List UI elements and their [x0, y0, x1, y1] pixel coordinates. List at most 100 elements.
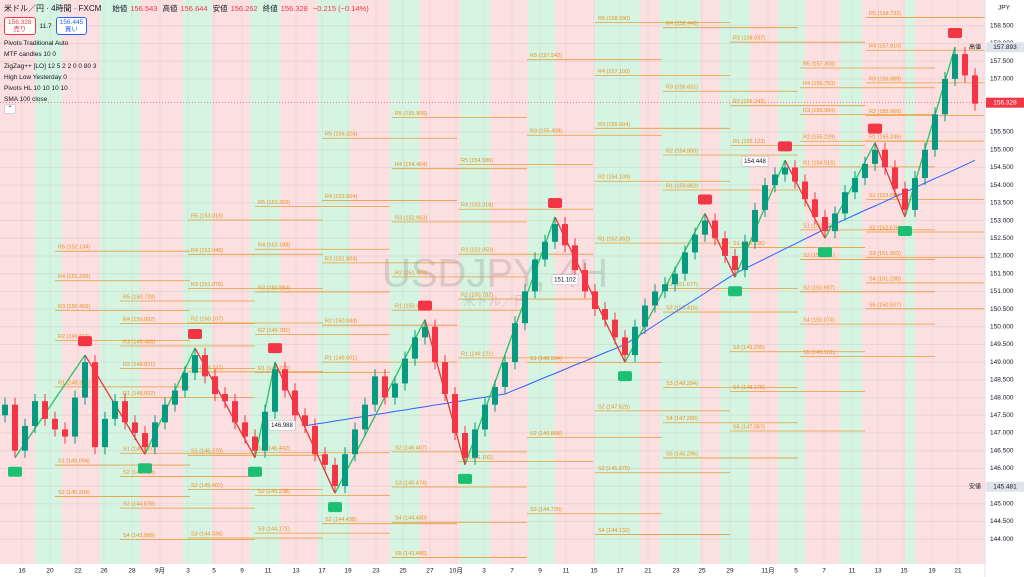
candle-body — [62, 429, 68, 437]
pivot-label: R3 (158.037) — [733, 36, 765, 42]
pivot-label: R1 (152.362) — [598, 237, 630, 243]
candle-body — [822, 216, 828, 232]
annotation: 154.448 — [744, 159, 766, 165]
pivot-label: S4 (143.988) — [123, 533, 155, 539]
pivot-label: S1 (146.094) — [58, 459, 90, 465]
state-band — [212, 0, 250, 564]
indicator[interactable]: Pivots Traditional Auto — [4, 40, 69, 47]
pivot-label: R5 (158.732) — [869, 11, 901, 17]
open-label: 始値 — [112, 4, 128, 13]
swing-low-marker — [618, 371, 632, 382]
pivot-label: R1 (155.123) — [733, 139, 765, 145]
indicator[interactable]: Pivots HL 10 10 10 10 — [4, 85, 68, 93]
swing-low-marker — [248, 466, 262, 477]
candle-body — [772, 174, 778, 186]
candle-body — [842, 192, 848, 214]
x-tick-label: 15 — [590, 568, 598, 575]
indicator[interactable]: ZigZag++ [LO] 12 5 2 2 0 0 80 3 — [4, 62, 97, 70]
pivot-label: S2 (145.407) — [191, 483, 223, 489]
pivot-label: R4 (152.046) — [191, 248, 223, 254]
candle-body — [112, 401, 118, 419]
candle-body — [902, 188, 908, 210]
state-band — [750, 0, 778, 564]
pivot-label: S2 (146.192) — [461, 455, 493, 461]
candle-body — [392, 383, 398, 398]
price-label-tag: 高値 — [969, 43, 981, 51]
price-label-box — [986, 42, 1024, 53]
candle-body — [682, 252, 688, 274]
x-tick-label: 7 — [822, 568, 826, 575]
swing-high-marker — [188, 329, 202, 340]
swing-high-marker — [948, 28, 962, 39]
candle-body — [342, 454, 348, 487]
candle-body — [212, 376, 218, 395]
candle-body — [432, 326, 438, 363]
swing-low-marker — [728, 286, 742, 297]
candle-body — [722, 238, 728, 256]
zigzag-leg — [464, 216, 556, 466]
candle-body — [152, 422, 158, 448]
candle-body — [762, 185, 768, 210]
swing-low-marker — [898, 225, 912, 236]
candle-body — [552, 224, 558, 242]
candle-body — [582, 270, 588, 292]
pivot-label: S5 (146.296) — [666, 451, 698, 457]
pivot-label: S2 (145.238) — [258, 489, 290, 495]
x-tick-label: 9月 — [155, 567, 165, 575]
x-tick-label: 25 — [399, 568, 407, 575]
pivot-label: S3 (144.034) — [191, 531, 223, 537]
annotation-box — [741, 156, 769, 167]
swing-high-marker — [868, 123, 882, 134]
pivot-label: S2 (150.415) — [666, 306, 698, 312]
candle-body — [372, 376, 378, 405]
state-band — [62, 0, 100, 564]
candle-body — [452, 394, 458, 433]
pivot-label: R3 (149.456) — [123, 339, 155, 345]
x-tick-label: 5 — [212, 568, 216, 575]
candle-body — [972, 75, 978, 104]
pivot-label: R2 (151.409) — [395, 270, 427, 276]
indicator[interactable]: MTF candles 10 0 — [4, 51, 57, 59]
pivot-label: S4 (148.176) — [733, 385, 765, 391]
x-tick-label: 7 — [510, 568, 514, 575]
candle-body — [672, 273, 678, 285]
high: 156.644 — [180, 4, 208, 13]
pivot-label: R3 (155.604) — [598, 122, 630, 128]
swing-high-marker — [778, 141, 792, 152]
pivot-label: R2 (150.782) — [461, 293, 493, 299]
state-band — [460, 0, 490, 564]
candle-body — [282, 369, 288, 391]
candle-body — [292, 390, 298, 416]
pivot-label: S2 (147.625) — [598, 404, 630, 410]
pivot-label: R4 (151.299) — [58, 274, 90, 280]
y-tick-label: 153.000 — [990, 217, 1014, 224]
sell-button[interactable]: 156.328 売り — [4, 17, 36, 35]
x-tick-label: 11月 — [761, 567, 774, 575]
candle-body — [192, 355, 198, 373]
zigzag-leg — [874, 142, 906, 218]
state-band — [595, 0, 640, 564]
state-band — [640, 0, 660, 564]
y-tick-label: 146.000 — [990, 465, 1014, 472]
pivot-label: R2 (155.966) — [869, 109, 901, 115]
pivot-label: R3 (155.408) — [530, 129, 562, 135]
symbol[interactable]: 米ドル／円 · 4時間 · FXCM — [4, 4, 102, 13]
candle-body — [942, 78, 948, 115]
candle-body — [952, 54, 958, 79]
collapse-button[interactable]: ⌃ — [4, 104, 16, 114]
pivot-label: S3 (145.474) — [395, 480, 427, 486]
indicator[interactable]: SMA 100 close — [4, 96, 48, 104]
candle-body — [632, 326, 638, 356]
candle-body — [512, 323, 518, 363]
candle-body — [802, 181, 808, 200]
indicator[interactable]: High Low Yesterday 0 — [4, 73, 67, 81]
pivot-label: S1 (146.442) — [258, 446, 290, 452]
swing-high-marker — [548, 197, 562, 208]
candle-body — [362, 404, 368, 430]
buy-button[interactable]: 156.445 買い — [55, 17, 88, 35]
candle-body — [52, 418, 58, 430]
pivot-label: R5 (150.728) — [123, 294, 155, 300]
x-tick-label: 13 — [292, 568, 300, 575]
pivot-label: S4 (144.480) — [395, 516, 427, 522]
pivot-label: R4 (153.318) — [461, 203, 493, 209]
